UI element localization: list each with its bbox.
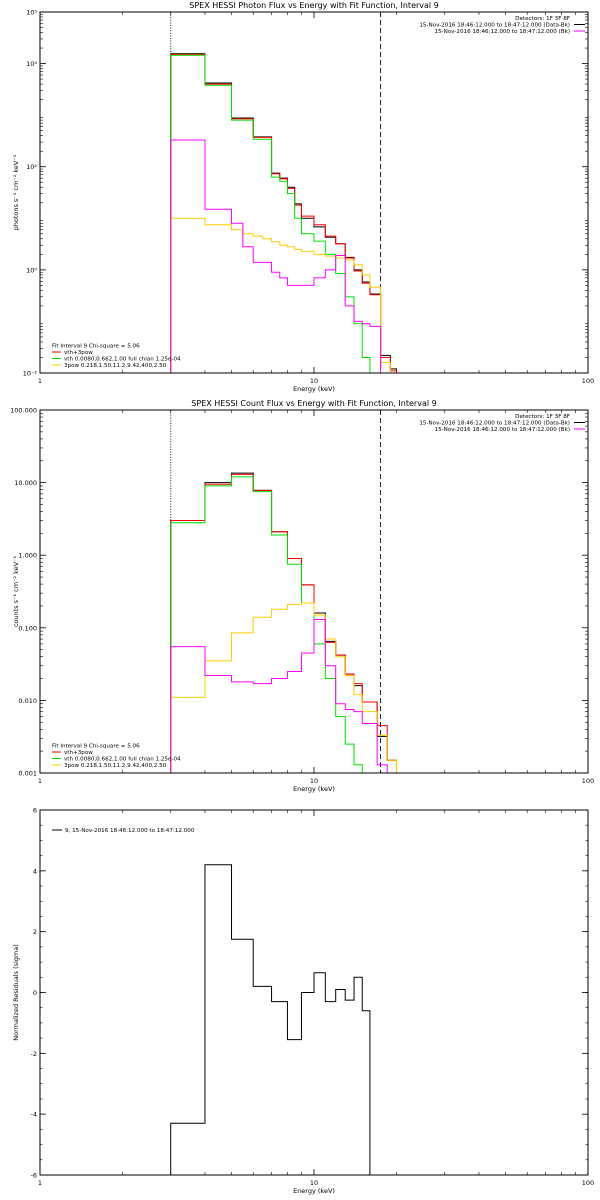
legend-header: Fit Interval 9 Chi-square = 5.06: [52, 344, 140, 350]
x-axis-label: Energy (keV): [293, 1187, 335, 1195]
y-tick-label: 0.100: [18, 624, 37, 632]
x-tick-label: 100: [582, 377, 594, 385]
y-tick-label: 100.000: [10, 407, 37, 415]
legend-entry: 3pow 0.218,1.50,11.2,9.42,400,2.50: [64, 763, 167, 769]
y-tick-label: 10⁰: [26, 266, 37, 274]
info-line: Detectors: 1F 3F 8F: [515, 414, 570, 420]
y-tick-label: 6: [33, 807, 37, 815]
y-tick-label: -6: [31, 1172, 37, 1180]
legend-entry: 3pow 0.218,1.50,11.2,9.42,400,2.50: [64, 363, 167, 369]
y-axis-label: photons s⁻¹ cm⁻² keV⁻¹: [12, 154, 20, 230]
info-line: 15-Nov-2016 18:46:12.000 to 18:47:12.000…: [435, 29, 570, 35]
residuals-panel: 1 10 100 -6 -4 -2 0 2 4 6 Energy (keV) Normalized R…: [12, 807, 594, 1196]
x-axis-label: Energy (keV): [293, 785, 335, 793]
series-2-line: [170, 476, 397, 773]
y-tick-label: 10.000: [14, 479, 37, 487]
x-tick-label: 100: [582, 777, 594, 785]
x-tick-label: 10: [310, 377, 318, 385]
series-0-line: [170, 864, 381, 1175]
series-3-line: [170, 217, 397, 373]
y-tick-label: -2: [31, 1050, 37, 1058]
y-tick-label: 10⁴: [26, 60, 37, 68]
legend-header: Fit Interval 9 Chi-square = 5.06: [52, 744, 140, 750]
legend-entry: vth 0.0080,0.662,1.00 full chian 1.25e-0…: [64, 357, 181, 363]
plot-frame: [39, 11, 589, 374]
legend-entry: vth+3pow: [64, 350, 93, 356]
y-tick-label: 2: [33, 928, 37, 936]
chart-title: SPEX HESSI Count Flux vs Energy with Fit…: [191, 399, 436, 408]
y-tick-label: 10⁻²: [23, 370, 38, 378]
info-line: 15-Nov-2016 18:46:12.000 to 18:47:12.000…: [419, 421, 570, 427]
x-axis-label: Energy (keV): [293, 385, 335, 393]
y-tick-label: 10²: [26, 163, 37, 171]
series-4-line: [170, 619, 397, 773]
series-3-line: [170, 602, 397, 773]
x-tick-label: 1: [38, 777, 42, 785]
info-line: 15-Nov-2016 18:46:12.000 to 18:47:12.000…: [435, 427, 570, 433]
y-tick-label: 4: [33, 867, 37, 875]
info-line: Detectors: 1F 3F 8F: [515, 16, 570, 22]
info-line: 15-Nov-2016 18:46:12.000 to 18:47:12.000…: [419, 23, 570, 29]
series-2-line: [170, 54, 397, 373]
legend-entry: vth+3pow: [64, 750, 93, 756]
y-tick-label: -4: [31, 1111, 37, 1119]
y-tick-label: 0: [33, 989, 37, 997]
count-flux-panel: 1 10 100 0.001 0.010 0.100 1.000 10.000 100.000 S…: [10, 399, 594, 793]
plot-frame: [39, 809, 589, 1176]
y-axis-label: Normalized Residuals (sigma): [12, 944, 20, 1041]
x-tick-label: 10: [310, 777, 318, 785]
x-tick-label: 1: [38, 1179, 42, 1187]
y-tick-label: 0.010: [18, 697, 37, 705]
y-axis-label: counts s⁻¹ cm⁻² keV⁻¹: [12, 555, 20, 627]
photon-flux-panel: 1 10 100 10⁻² 10⁰ 10² 10⁴ 10⁵ SPEX HESSI Photon …: [12, 1, 594, 393]
x-tick-label: 1: [38, 377, 42, 385]
series-4-line: [170, 139, 397, 373]
legend-entry: 9, 15-Nov-2016 18:46:12.000 to 18:47:12.…: [65, 828, 195, 834]
chart-title: SPEX HESSI Photon Flux vs Energy with Fi…: [189, 1, 439, 10]
y-tick-label: 0.001: [18, 770, 37, 778]
x-tick-label: 100: [582, 1179, 594, 1187]
x-tick-label: 10: [310, 1179, 318, 1187]
y-tick-label: 1.000: [18, 552, 37, 560]
plot-frame: [39, 409, 589, 774]
legend-entry: vth 0.0080,0.662,1.00 full chian 1.25e-0…: [64, 757, 181, 763]
y-tick-label: 10⁵: [26, 9, 37, 17]
